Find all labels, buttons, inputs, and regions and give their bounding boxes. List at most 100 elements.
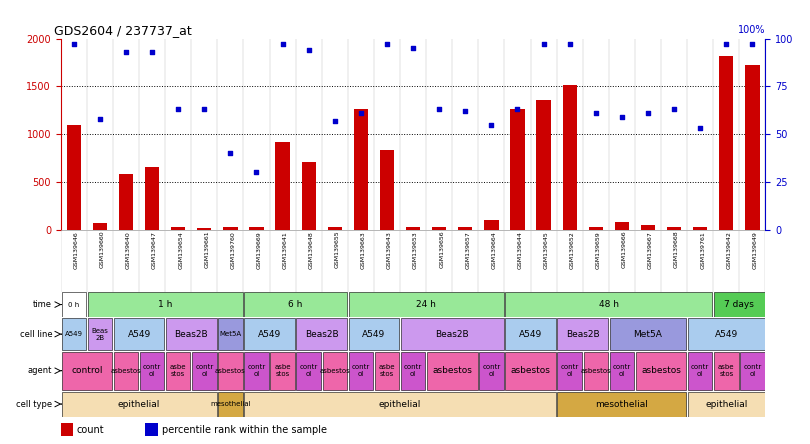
Text: epithelial: epithelial xyxy=(706,400,748,408)
Text: GSM139646: GSM139646 xyxy=(74,231,79,269)
Bar xyxy=(562,85,577,230)
Text: GSM139664: GSM139664 xyxy=(492,231,497,269)
Text: 24 h: 24 h xyxy=(416,300,436,309)
Bar xyxy=(62,392,216,416)
Point xyxy=(511,106,524,113)
Text: epithelial: epithelial xyxy=(118,400,160,408)
Text: GSM139663: GSM139663 xyxy=(361,231,366,269)
Point xyxy=(616,113,629,120)
Bar xyxy=(245,352,269,389)
Point xyxy=(407,45,420,52)
Bar xyxy=(301,162,316,230)
Point xyxy=(250,169,263,176)
Text: Beas2B: Beas2B xyxy=(566,329,599,339)
Text: cell type: cell type xyxy=(16,400,53,408)
Bar xyxy=(610,352,634,389)
Point xyxy=(563,41,576,48)
Bar xyxy=(557,318,608,350)
Text: asbestos: asbestos xyxy=(641,366,681,375)
Bar xyxy=(688,352,713,389)
Text: GSM139761: GSM139761 xyxy=(700,231,706,269)
Point xyxy=(302,47,315,54)
Bar xyxy=(432,227,446,230)
Text: contr
ol: contr ol xyxy=(691,364,710,377)
Point xyxy=(746,41,759,48)
Text: asbe
stos: asbe stos xyxy=(379,364,395,377)
Text: GSM139657: GSM139657 xyxy=(465,231,471,269)
Text: 0 h: 0 h xyxy=(68,301,79,308)
Text: epithelial: epithelial xyxy=(379,400,421,408)
Bar xyxy=(636,352,686,389)
Bar xyxy=(296,352,321,389)
Text: Met5A: Met5A xyxy=(220,331,241,337)
Text: control: control xyxy=(71,366,103,375)
Bar xyxy=(480,352,504,389)
Bar xyxy=(714,352,739,389)
Bar xyxy=(245,293,347,317)
Text: Beas2B: Beas2B xyxy=(174,329,208,339)
Bar xyxy=(354,109,368,230)
Bar xyxy=(557,352,582,389)
Text: agent: agent xyxy=(28,366,53,375)
Bar xyxy=(113,318,164,350)
Point xyxy=(224,150,237,157)
Point xyxy=(433,106,446,113)
Text: 7 days: 7 days xyxy=(724,300,754,309)
Bar xyxy=(218,318,243,350)
Text: GSM139668: GSM139668 xyxy=(674,231,679,269)
Text: GSM139641: GSM139641 xyxy=(283,231,288,269)
Point xyxy=(485,121,498,128)
Bar xyxy=(484,220,499,230)
Bar xyxy=(714,293,765,317)
Point xyxy=(276,41,289,48)
Text: A549: A549 xyxy=(127,329,151,339)
Point xyxy=(355,110,368,117)
Text: contr
ol: contr ol xyxy=(143,364,161,377)
Text: contr
ol: contr ol xyxy=(613,364,631,377)
Bar xyxy=(401,352,425,389)
Bar xyxy=(375,352,399,389)
Text: Beas2B: Beas2B xyxy=(436,329,469,339)
Bar xyxy=(719,56,734,230)
Bar xyxy=(62,318,86,350)
Point xyxy=(720,41,733,48)
Text: percentile rank within the sample: percentile rank within the sample xyxy=(161,424,326,435)
Text: Beas
2B: Beas 2B xyxy=(92,328,109,341)
Bar xyxy=(327,227,342,230)
Bar xyxy=(140,352,164,389)
Bar xyxy=(536,100,551,230)
Bar xyxy=(458,227,472,230)
Text: contr
ol: contr ol xyxy=(561,364,579,377)
Text: 6 h: 6 h xyxy=(288,300,303,309)
Point xyxy=(642,110,654,117)
Bar xyxy=(271,352,295,389)
Bar xyxy=(119,174,133,230)
Text: time: time xyxy=(33,300,53,309)
Point xyxy=(67,41,80,48)
Text: GSM139647: GSM139647 xyxy=(152,231,157,269)
Bar xyxy=(275,142,290,230)
Bar xyxy=(348,352,373,389)
Bar xyxy=(192,352,216,389)
Bar xyxy=(62,293,86,317)
Bar xyxy=(693,227,707,230)
Bar xyxy=(218,392,243,416)
Text: GSM139655: GSM139655 xyxy=(335,231,340,269)
Text: mesothelial: mesothelial xyxy=(210,401,251,407)
Bar xyxy=(92,223,107,230)
Text: 1 h: 1 h xyxy=(158,300,173,309)
Text: asbestos: asbestos xyxy=(215,368,245,374)
Bar xyxy=(145,167,160,230)
Bar xyxy=(249,227,264,230)
Bar xyxy=(197,228,211,230)
Text: GSM139653: GSM139653 xyxy=(413,231,418,269)
Bar xyxy=(171,227,185,230)
Bar xyxy=(348,293,504,317)
Text: GSM139669: GSM139669 xyxy=(257,231,262,269)
Bar xyxy=(427,352,478,389)
Text: GDS2604 / 237737_at: GDS2604 / 237737_at xyxy=(53,24,191,37)
Bar xyxy=(505,293,713,317)
Bar xyxy=(505,352,556,389)
Bar xyxy=(166,318,216,350)
Text: cell line: cell line xyxy=(19,329,53,339)
